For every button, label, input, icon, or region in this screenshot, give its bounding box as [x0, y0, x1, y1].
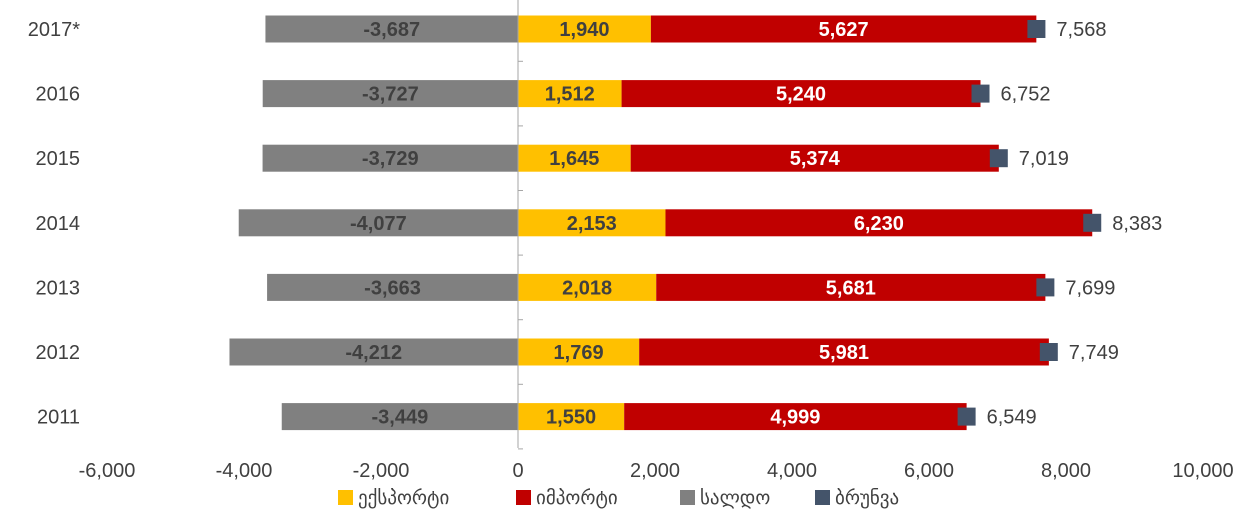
- legend-label: იმპორტი: [536, 487, 618, 509]
- saldo-bar: [262, 144, 518, 172]
- export-bar: [518, 403, 625, 431]
- export-label: 1,550: [546, 407, 596, 429]
- legend-swatch: [516, 490, 531, 505]
- legend-label: სალდო: [700, 487, 770, 509]
- bars-layer: [229, 15, 1102, 431]
- x-tick-label: 8,000: [1041, 460, 1091, 482]
- x-tick-label: 4,000: [767, 460, 817, 482]
- export-label: 1,940: [559, 19, 609, 41]
- legend-swatch: [680, 490, 695, 505]
- export-label: 1,645: [549, 148, 599, 170]
- export-bar: [518, 273, 657, 301]
- axis-layer: -6,000 -4,000 -2,000 0 2,000 4,000 6,000 8,000 1…: [79, 0, 1234, 482]
- export-label: 1,769: [554, 342, 604, 364]
- import-bar: [665, 209, 1093, 237]
- category-label: 2012: [36, 342, 81, 364]
- saldo-label: -3,727: [362, 84, 419, 106]
- legend-swatch: [815, 490, 830, 505]
- turnover-marker: [1036, 278, 1055, 297]
- turnover-label: 6,549: [987, 407, 1037, 429]
- import-label: 5,240: [776, 84, 826, 106]
- import-label: 5,374: [790, 148, 841, 170]
- category-label: 2011: [37, 407, 80, 429]
- saldo-bar: [262, 80, 518, 108]
- legend-swatch: [338, 490, 353, 505]
- saldo-label: -3,729: [362, 148, 419, 170]
- x-tick-label: -4,000: [216, 460, 273, 482]
- import-bar: [621, 80, 981, 108]
- import-bar: [624, 403, 967, 431]
- turnover-label: 6,752: [1001, 84, 1051, 106]
- legend: ექსპორტი იმპორტი სალდო ბრუნვა: [338, 487, 899, 509]
- export-bar: [518, 15, 651, 43]
- saldo-bar: [238, 209, 518, 237]
- export-bar: [518, 209, 666, 237]
- category-label: 2017*: [28, 19, 80, 41]
- saldo-label: -3,687: [363, 19, 420, 41]
- category-label: 2013: [36, 277, 81, 299]
- turnover-marker: [971, 84, 990, 103]
- saldo-bar: [229, 338, 518, 366]
- export-label: 2,018: [562, 277, 612, 299]
- import-label: 5,627: [819, 19, 869, 41]
- x-tick-label: 2,000: [630, 460, 680, 482]
- saldo-label: -4,077: [350, 213, 407, 235]
- import-label: 4,999: [770, 407, 820, 429]
- export-bar: [518, 338, 640, 366]
- turnover-marker: [957, 407, 976, 426]
- turnover-label: 7,699: [1065, 277, 1115, 299]
- saldo-label: -3,663: [364, 277, 421, 299]
- saldo-bar: [265, 15, 518, 43]
- turnover-label: 8,383: [1112, 213, 1162, 235]
- labels-layer: -3,687 1,940 5,627 7,568 2017* -3,727 1,512 5,2…: [28, 19, 1163, 429]
- turnover-marker: [1027, 20, 1046, 38]
- saldo-bar: [267, 273, 518, 301]
- category-label: 2015: [36, 148, 81, 170]
- export-label: 1,512: [545, 84, 595, 106]
- legend-label: ბრუნვა: [835, 487, 899, 509]
- saldo-label: -4,212: [345, 342, 402, 364]
- turnover-marker: [1039, 343, 1058, 361]
- export-bar: [518, 144, 631, 172]
- category-label: 2014: [36, 213, 81, 235]
- turnover-marker: [1083, 213, 1102, 232]
- turnover-label: 7,019: [1019, 148, 1069, 170]
- turnover-label: 7,749: [1069, 342, 1119, 364]
- x-tick-label: 10,000: [1172, 460, 1233, 482]
- turnover-label: 7,568: [1056, 19, 1106, 41]
- import-bar: [630, 144, 999, 172]
- x-tick-label: -6,000: [79, 460, 136, 482]
- legend-label: ექსპორტი: [358, 487, 449, 509]
- import-bar: [656, 273, 1046, 301]
- saldo-bar: [281, 403, 518, 431]
- export-label: 2,153: [567, 213, 617, 235]
- import-bar: [650, 15, 1037, 43]
- export-bar: [518, 80, 622, 108]
- turnover-marker: [989, 149, 1008, 168]
- saldo-label: -3,449: [372, 407, 429, 429]
- import-label: 5,681: [826, 277, 876, 299]
- x-tick-label: 0: [512, 460, 523, 482]
- x-tick-label: 6,000: [904, 460, 954, 482]
- category-label: 2016: [36, 84, 81, 106]
- import-label: 5,981: [819, 342, 869, 364]
- import-label: 6,230: [854, 213, 904, 235]
- x-tick-label: -2,000: [353, 460, 410, 482]
- import-bar: [639, 338, 1049, 366]
